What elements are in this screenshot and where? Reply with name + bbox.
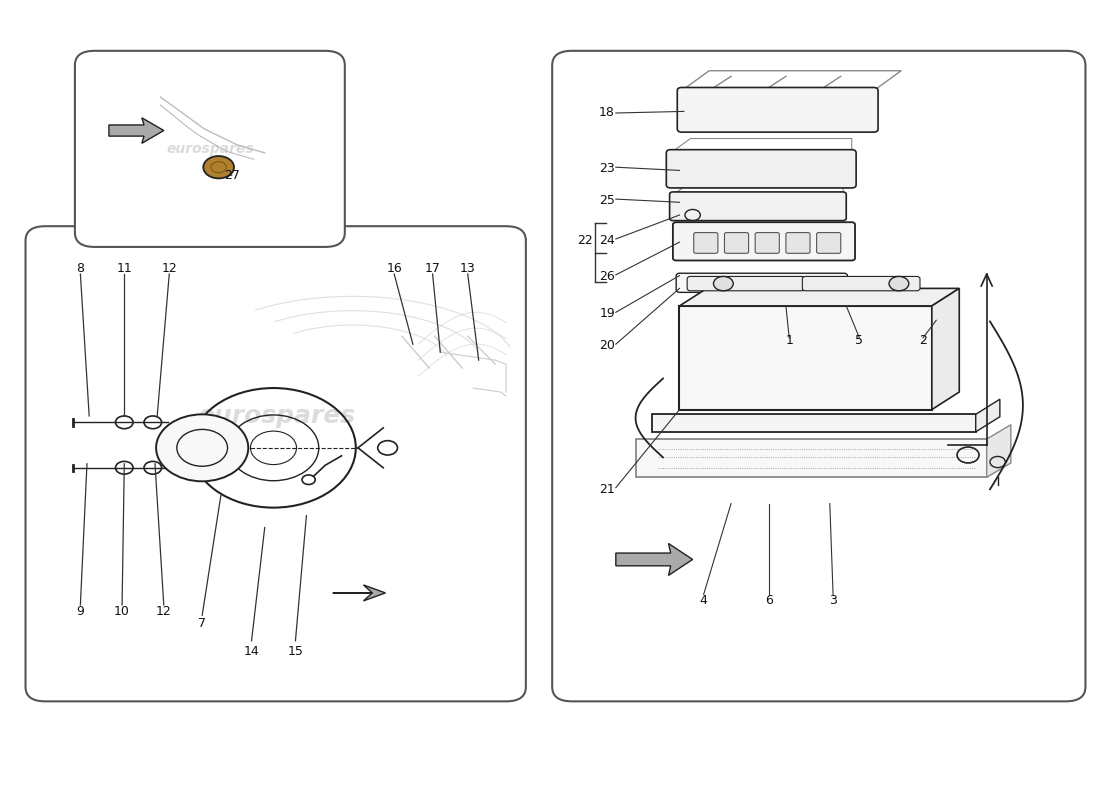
Polygon shape bbox=[109, 118, 164, 143]
Polygon shape bbox=[932, 288, 959, 410]
Text: 21: 21 bbox=[600, 482, 615, 496]
Text: 25: 25 bbox=[600, 194, 615, 207]
FancyBboxPatch shape bbox=[680, 306, 932, 410]
Text: 8: 8 bbox=[76, 262, 85, 275]
Text: 20: 20 bbox=[600, 339, 615, 352]
Text: 22: 22 bbox=[578, 234, 593, 247]
Text: 4: 4 bbox=[700, 594, 707, 607]
Text: 15: 15 bbox=[287, 645, 304, 658]
Text: eurospares: eurospares bbox=[197, 404, 355, 428]
FancyBboxPatch shape bbox=[25, 226, 526, 702]
FancyBboxPatch shape bbox=[75, 51, 344, 247]
Text: eurospares: eurospares bbox=[740, 316, 898, 340]
Text: 18: 18 bbox=[600, 106, 615, 119]
Text: 6: 6 bbox=[766, 594, 773, 607]
Text: 1: 1 bbox=[785, 334, 793, 346]
Text: 7: 7 bbox=[198, 617, 206, 630]
Text: 16: 16 bbox=[386, 262, 403, 275]
Circle shape bbox=[204, 156, 234, 178]
Text: 12: 12 bbox=[162, 262, 177, 275]
Text: 17: 17 bbox=[425, 262, 440, 275]
FancyBboxPatch shape bbox=[678, 87, 878, 132]
FancyBboxPatch shape bbox=[725, 233, 749, 254]
Text: 11: 11 bbox=[117, 262, 132, 275]
Text: 12: 12 bbox=[156, 605, 172, 618]
FancyBboxPatch shape bbox=[688, 277, 805, 290]
Text: 27: 27 bbox=[224, 169, 240, 182]
FancyBboxPatch shape bbox=[652, 414, 976, 432]
FancyBboxPatch shape bbox=[816, 233, 840, 254]
Text: 9: 9 bbox=[77, 605, 85, 618]
FancyBboxPatch shape bbox=[694, 233, 718, 254]
FancyBboxPatch shape bbox=[676, 274, 847, 292]
Circle shape bbox=[156, 414, 249, 482]
Text: 24: 24 bbox=[600, 234, 615, 247]
FancyBboxPatch shape bbox=[802, 277, 920, 290]
Text: 19: 19 bbox=[600, 307, 615, 321]
Text: eurospares: eurospares bbox=[166, 142, 254, 156]
Text: 3: 3 bbox=[829, 594, 837, 607]
Text: 2: 2 bbox=[920, 334, 927, 346]
Polygon shape bbox=[976, 399, 1000, 432]
Text: 5: 5 bbox=[856, 334, 864, 346]
Text: 10: 10 bbox=[114, 605, 130, 618]
FancyBboxPatch shape bbox=[756, 233, 779, 254]
Text: 13: 13 bbox=[460, 262, 475, 275]
Polygon shape bbox=[987, 425, 1011, 478]
Text: 14: 14 bbox=[244, 645, 260, 658]
Text: 23: 23 bbox=[600, 162, 615, 175]
FancyBboxPatch shape bbox=[673, 222, 855, 261]
Polygon shape bbox=[332, 585, 385, 601]
Circle shape bbox=[889, 277, 909, 290]
FancyBboxPatch shape bbox=[552, 51, 1086, 702]
FancyBboxPatch shape bbox=[636, 439, 987, 478]
Circle shape bbox=[714, 277, 734, 290]
FancyBboxPatch shape bbox=[785, 233, 810, 254]
FancyBboxPatch shape bbox=[670, 192, 846, 221]
FancyBboxPatch shape bbox=[667, 150, 856, 188]
Polygon shape bbox=[616, 543, 693, 575]
Polygon shape bbox=[680, 288, 959, 306]
Text: 26: 26 bbox=[600, 270, 615, 283]
